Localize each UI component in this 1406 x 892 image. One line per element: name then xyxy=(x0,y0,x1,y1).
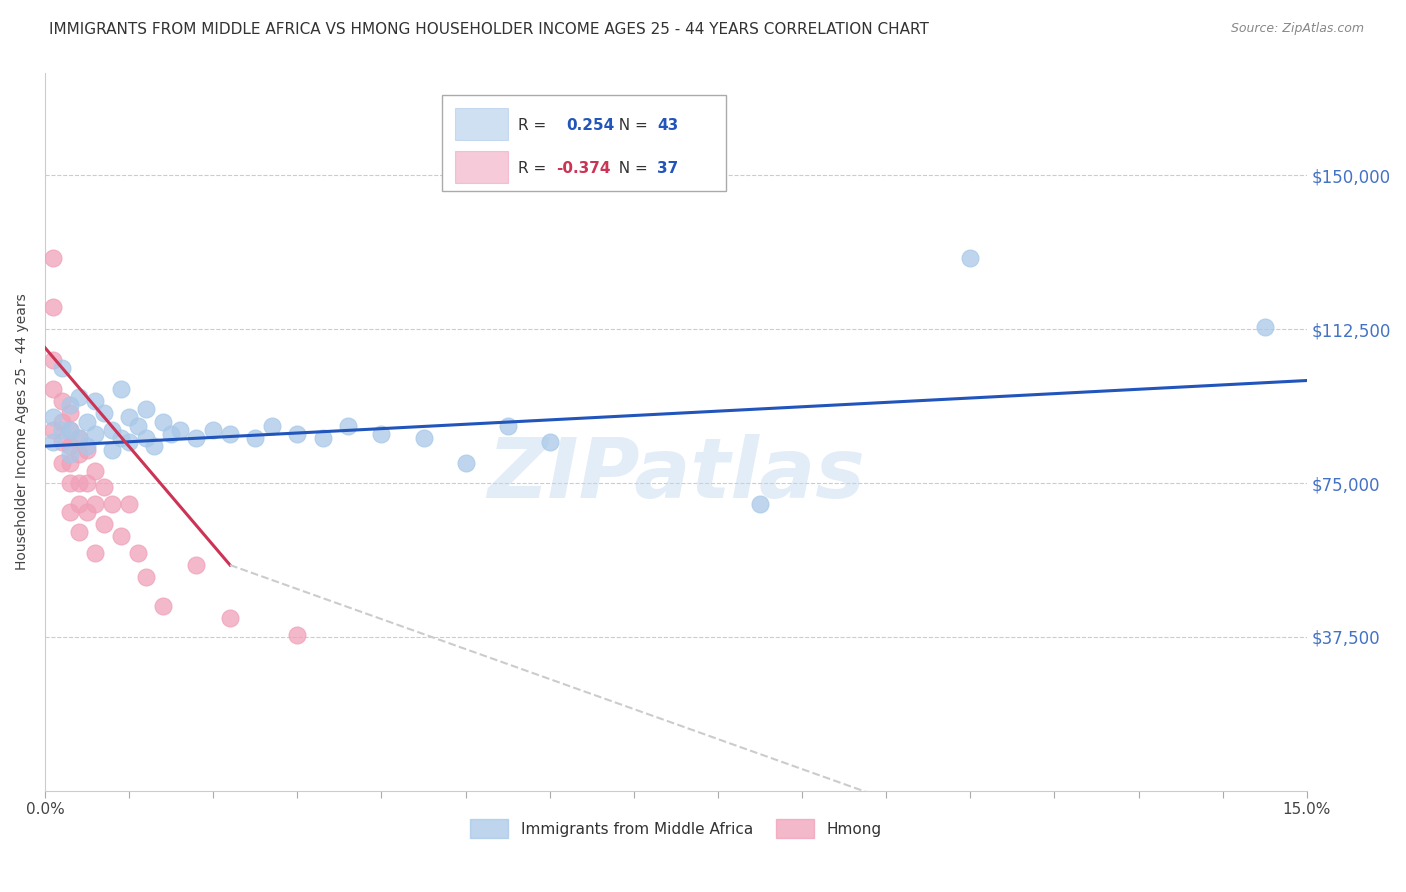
Point xyxy=(127,546,149,560)
Text: R =: R = xyxy=(519,161,551,176)
Point xyxy=(42,353,65,368)
Text: 37: 37 xyxy=(657,161,678,176)
Text: -0.374: -0.374 xyxy=(555,161,610,176)
Point xyxy=(538,435,561,450)
Point xyxy=(110,382,132,396)
Point xyxy=(135,402,157,417)
Y-axis label: Householder Income Ages 25 - 44 years: Householder Income Ages 25 - 44 years xyxy=(15,293,30,570)
Point xyxy=(135,431,157,445)
Text: Source: ZipAtlas.com: Source: ZipAtlas.com xyxy=(1230,22,1364,36)
Point xyxy=(143,439,166,453)
Point xyxy=(59,505,82,519)
Text: R =: R = xyxy=(519,118,557,133)
Point xyxy=(42,382,65,396)
Point xyxy=(59,456,82,470)
Point xyxy=(84,426,107,441)
Point xyxy=(76,439,98,453)
Point xyxy=(1254,320,1277,334)
Point xyxy=(160,426,183,441)
Text: 43: 43 xyxy=(657,118,678,133)
Point xyxy=(496,418,519,433)
Point xyxy=(42,435,65,450)
Point xyxy=(51,415,73,429)
Point xyxy=(110,529,132,543)
FancyBboxPatch shape xyxy=(443,95,727,192)
Point xyxy=(311,431,333,445)
Point xyxy=(84,464,107,478)
Text: N =: N = xyxy=(609,161,652,176)
Legend: Immigrants from Middle Africa, Hmong: Immigrants from Middle Africa, Hmong xyxy=(464,814,887,844)
Point xyxy=(42,423,65,437)
Point xyxy=(67,476,90,491)
Point xyxy=(51,435,73,450)
Point xyxy=(285,628,308,642)
Point xyxy=(118,435,141,450)
Point xyxy=(59,447,82,461)
Point xyxy=(101,443,124,458)
Point xyxy=(76,476,98,491)
FancyBboxPatch shape xyxy=(456,152,508,184)
Point xyxy=(59,398,82,412)
Point xyxy=(76,415,98,429)
Point xyxy=(93,516,115,531)
Point xyxy=(67,431,90,445)
Point xyxy=(42,410,65,425)
Text: IMMIGRANTS FROM MIDDLE AFRICA VS HMONG HOUSEHOLDER INCOME AGES 25 - 44 YEARS COR: IMMIGRANTS FROM MIDDLE AFRICA VS HMONG H… xyxy=(49,22,929,37)
Point xyxy=(101,497,124,511)
Point xyxy=(67,525,90,540)
Point xyxy=(59,439,82,453)
Point xyxy=(59,423,82,437)
Point xyxy=(135,570,157,584)
Point xyxy=(169,423,191,437)
Point xyxy=(51,423,73,437)
Point xyxy=(76,505,98,519)
Point xyxy=(84,546,107,560)
FancyBboxPatch shape xyxy=(456,108,508,140)
Point xyxy=(84,394,107,409)
Text: 0.254: 0.254 xyxy=(567,118,614,133)
Point xyxy=(202,423,225,437)
Point xyxy=(749,497,772,511)
Point xyxy=(93,406,115,420)
Point xyxy=(219,426,242,441)
Point xyxy=(42,300,65,314)
Point xyxy=(245,431,267,445)
Point xyxy=(219,611,242,625)
Point xyxy=(67,431,90,445)
Text: ZIPatlas: ZIPatlas xyxy=(486,434,865,516)
Point xyxy=(76,443,98,458)
Point xyxy=(51,456,73,470)
Point xyxy=(110,431,132,445)
Point xyxy=(152,415,174,429)
Text: N =: N = xyxy=(609,118,652,133)
Point xyxy=(67,497,90,511)
Point xyxy=(42,251,65,265)
Point xyxy=(454,456,477,470)
Point xyxy=(67,447,90,461)
Point xyxy=(67,390,90,404)
Point xyxy=(336,418,359,433)
Point xyxy=(51,361,73,376)
Point xyxy=(186,431,208,445)
Point xyxy=(59,476,82,491)
Point xyxy=(93,480,115,494)
Point xyxy=(51,394,73,409)
Point xyxy=(370,426,392,441)
Point xyxy=(285,426,308,441)
Point xyxy=(59,423,82,437)
Point xyxy=(959,251,981,265)
Point xyxy=(152,599,174,613)
Point xyxy=(101,423,124,437)
Point xyxy=(59,406,82,420)
Point xyxy=(118,410,141,425)
Point xyxy=(262,418,284,433)
Point xyxy=(412,431,434,445)
Point xyxy=(84,497,107,511)
Point xyxy=(186,558,208,572)
Point xyxy=(118,497,141,511)
Point xyxy=(127,418,149,433)
